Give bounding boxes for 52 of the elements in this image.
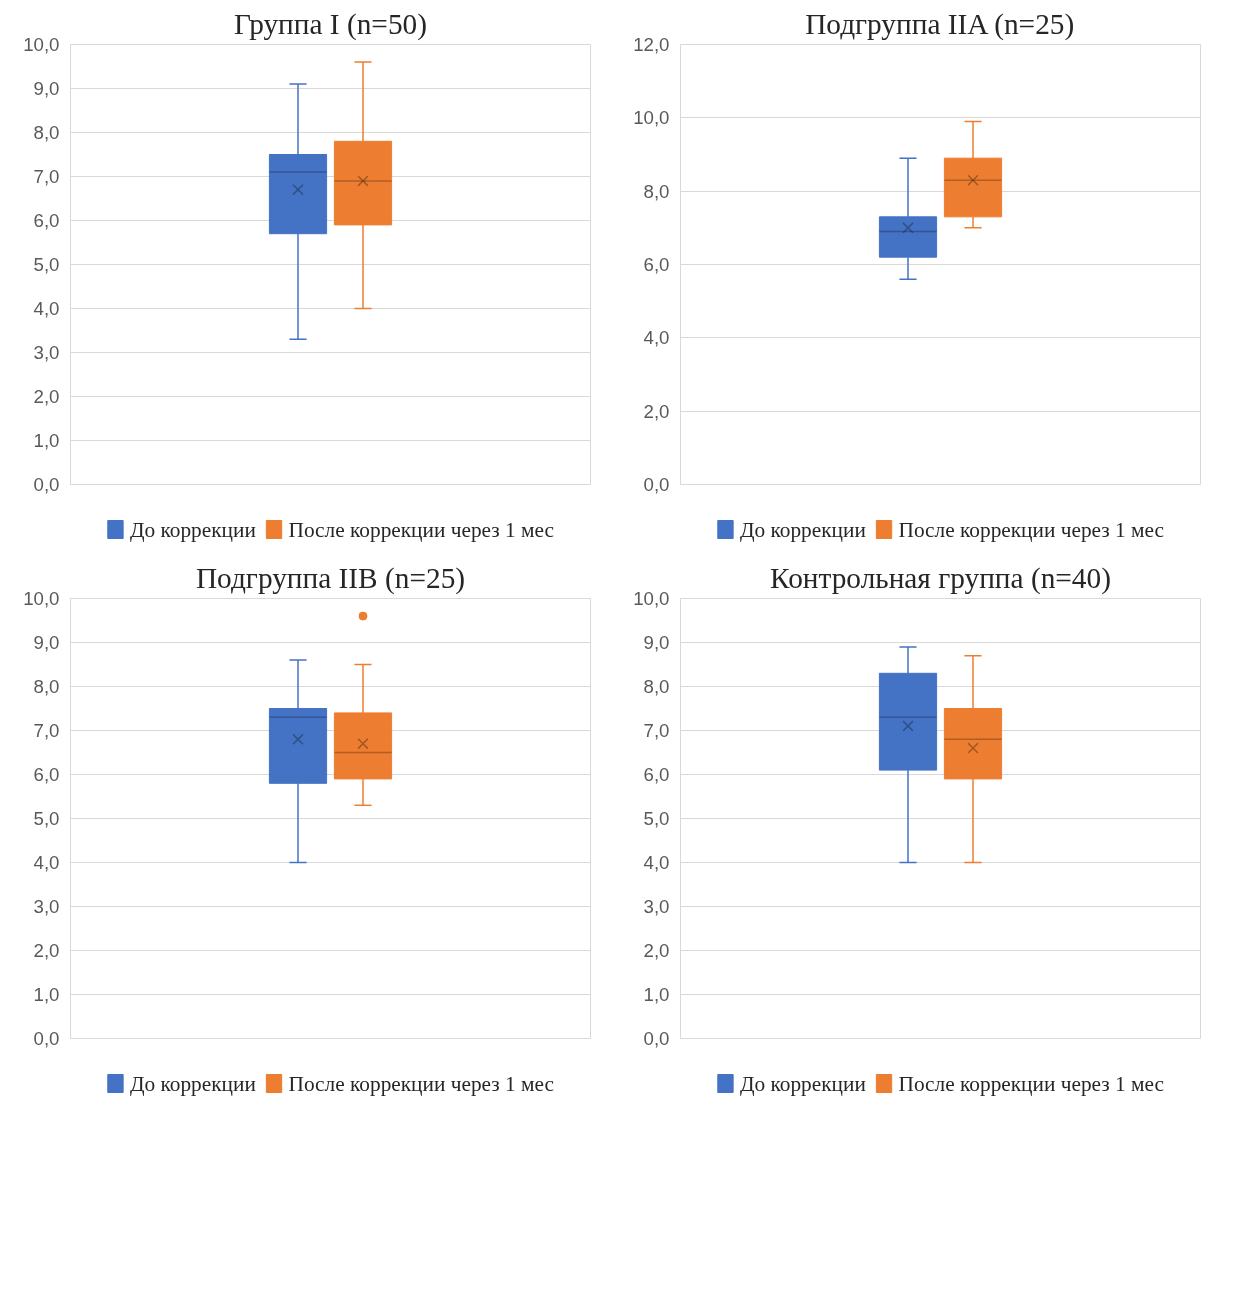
y-tick-label: 7,0 (33, 720, 60, 741)
y-tick-label: 12,0 (633, 34, 670, 55)
y-tick-label: 4,0 (33, 298, 60, 319)
y-tick-label: 6,0 (643, 254, 670, 275)
chart-title: Подгруппа IIA (n=25) (805, 7, 1075, 41)
y-tick-label: 8,0 (643, 676, 670, 697)
legend-label: До коррекции (739, 517, 866, 542)
legend-label: До коррекции (129, 517, 256, 542)
y-tick-label: 9,0 (643, 632, 670, 653)
y-tick-label: 10,0 (633, 588, 670, 609)
y-tick-label: 2,0 (643, 940, 670, 961)
y-tick-label: 8,0 (33, 122, 60, 143)
y-tick-label: 6,0 (643, 764, 670, 785)
y-tick-label: 8,0 (33, 676, 60, 697)
y-tick-label: 3,0 (643, 896, 670, 917)
legend-label: После коррекции через 1 мес (898, 1071, 1164, 1096)
y-tick-label: 1,0 (33, 984, 60, 1005)
y-tick-label: 5,0 (33, 254, 60, 275)
y-tick-label: 7,0 (643, 720, 670, 741)
legend-label: После коррекции через 1 мес (898, 517, 1164, 542)
y-tick-label: 7,0 (33, 166, 60, 187)
legend-label: После коррекции через 1 мес (288, 517, 554, 542)
chart-title: Контрольная группа (n=40) (770, 561, 1111, 595)
y-tick-label: 4,0 (643, 852, 670, 873)
y-tick-label: 10,0 (633, 107, 670, 129)
y-tick-label: 10,0 (23, 588, 60, 609)
y-tick-label: 9,0 (33, 632, 60, 653)
y-tick-label: 9,0 (33, 78, 60, 99)
y-tick-label: 3,0 (33, 342, 60, 363)
y-tick-label: 0,0 (33, 1028, 60, 1049)
y-tick-label: 2,0 (33, 386, 60, 407)
y-tick-label: 4,0 (643, 327, 670, 349)
y-tick-label: 2,0 (33, 940, 60, 961)
y-tick-label: 1,0 (33, 430, 60, 451)
legend-label: До коррекции (739, 1071, 866, 1096)
legend-label: До коррекции (129, 1071, 256, 1096)
chart-title: Подгруппа IIB (n=25) (195, 561, 466, 595)
y-tick-label: 0,0 (33, 474, 60, 495)
y-tick-label: 5,0 (643, 808, 670, 829)
y-tick-label: 6,0 (33, 764, 60, 785)
y-tick-label: 10,0 (23, 34, 60, 55)
y-tick-label: 1,0 (643, 984, 670, 1005)
chart-title: Группа I (n=50) (234, 7, 427, 41)
y-tick-label: 8,0 (643, 180, 670, 202)
y-tick-label: 0,0 (643, 1028, 670, 1049)
y-tick-label: 0,0 (643, 474, 670, 495)
y-tick-label: 4,0 (33, 852, 60, 873)
legend-label: После коррекции через 1 мес (288, 1071, 554, 1096)
y-tick-label: 5,0 (33, 808, 60, 829)
y-tick-label: 2,0 (643, 400, 670, 422)
y-tick-label: 6,0 (33, 210, 60, 231)
y-tick-label: 3,0 (33, 896, 60, 917)
